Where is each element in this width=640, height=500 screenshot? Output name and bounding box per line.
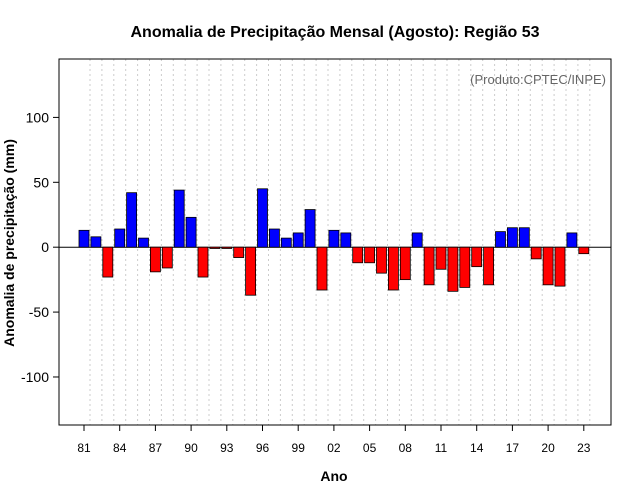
bar-2018 <box>518 227 530 248</box>
x-tick-label: 11 <box>435 441 448 455</box>
bar-2002 <box>328 229 340 248</box>
product-credit: (Produto:CPTEC/INPE) <box>470 72 606 87</box>
bar-1990 <box>185 216 197 248</box>
x-tick-label: 08 <box>399 441 413 455</box>
bar-2005 <box>364 246 376 264</box>
y-tick-label: 50 <box>33 174 49 190</box>
bar-2017 <box>506 227 518 248</box>
bar-2012 <box>447 246 459 292</box>
bar-1982 <box>90 236 102 248</box>
x-tick-label: 87 <box>149 441 163 455</box>
x-tick-label: 96 <box>256 441 270 455</box>
bar-1996 <box>257 188 268 248</box>
bar-2015 <box>483 246 495 286</box>
x-tick-label: 81 <box>77 441 91 455</box>
bar-1992 <box>209 246 221 249</box>
bar-1989 <box>173 189 185 248</box>
bar-2014 <box>471 246 483 268</box>
grid-lines <box>89 59 591 425</box>
chart-title: Anomalia de Precipitação Mensal (Agosto)… <box>131 24 540 41</box>
bar-1981 <box>78 229 90 248</box>
bar-2023 <box>578 246 590 255</box>
bar-2021 <box>554 246 566 287</box>
y-tick-label: -50 <box>29 304 49 320</box>
y-axis-label: Anomalia de precipitação (mm) <box>1 139 17 347</box>
bar-2020 <box>542 246 554 286</box>
bar-2013 <box>459 246 471 288</box>
bar-2007 <box>387 246 399 291</box>
bar-1988 <box>161 246 173 269</box>
x-tick-label: 05 <box>363 441 377 455</box>
bar-2011 <box>435 246 447 270</box>
y-axis: 100 50 0 -50 -100 <box>21 109 59 385</box>
bar-2008 <box>399 246 411 281</box>
x-tick-label: 17 <box>506 441 520 455</box>
x-tick-label: 99 <box>292 441 306 455</box>
bar-2006 <box>376 246 387 274</box>
bar-1997 <box>268 228 280 248</box>
x-tick-label: 14 <box>470 441 484 455</box>
bar-2016 <box>495 231 506 248</box>
bar-1993 <box>221 246 233 249</box>
x-tick-label: 84 <box>113 441 127 455</box>
x-tick-label: 20 <box>541 441 555 455</box>
plot-frame <box>58 58 612 426</box>
bar-2000 <box>304 209 316 248</box>
bar-1998 <box>280 237 292 248</box>
bar-1994 <box>233 246 245 258</box>
bar-2022 <box>566 232 578 248</box>
bar-1987 <box>149 246 161 273</box>
x-axis-label: Ano <box>320 468 347 484</box>
bar-1985 <box>126 192 137 248</box>
bar-2010 <box>423 246 435 286</box>
bar-2019 <box>530 246 542 260</box>
bar-2003 <box>340 232 352 248</box>
bar-2004 <box>352 246 364 264</box>
bar-1984 <box>114 228 126 248</box>
bar-2001 <box>316 246 328 291</box>
bar-1999 <box>292 232 304 248</box>
x-tick-label: 90 <box>184 441 198 455</box>
bar-1995 <box>245 246 257 296</box>
bars-group <box>78 188 590 296</box>
bar-1986 <box>138 237 149 248</box>
x-tick-label: 93 <box>220 441 234 455</box>
y-tick-label: -100 <box>21 369 49 385</box>
x-axis: 81 84 87 90 93 96 99 02 05 08 11 14 17 20 23 <box>77 425 591 455</box>
x-tick-label: 23 <box>577 441 591 455</box>
bar-1991 <box>197 246 209 278</box>
bar-2009 <box>411 232 423 248</box>
x-tick-label: 02 <box>327 441 341 455</box>
bar-1983 <box>102 246 114 278</box>
y-tick-label: 100 <box>26 109 50 125</box>
y-tick-label: 0 <box>41 239 49 255</box>
